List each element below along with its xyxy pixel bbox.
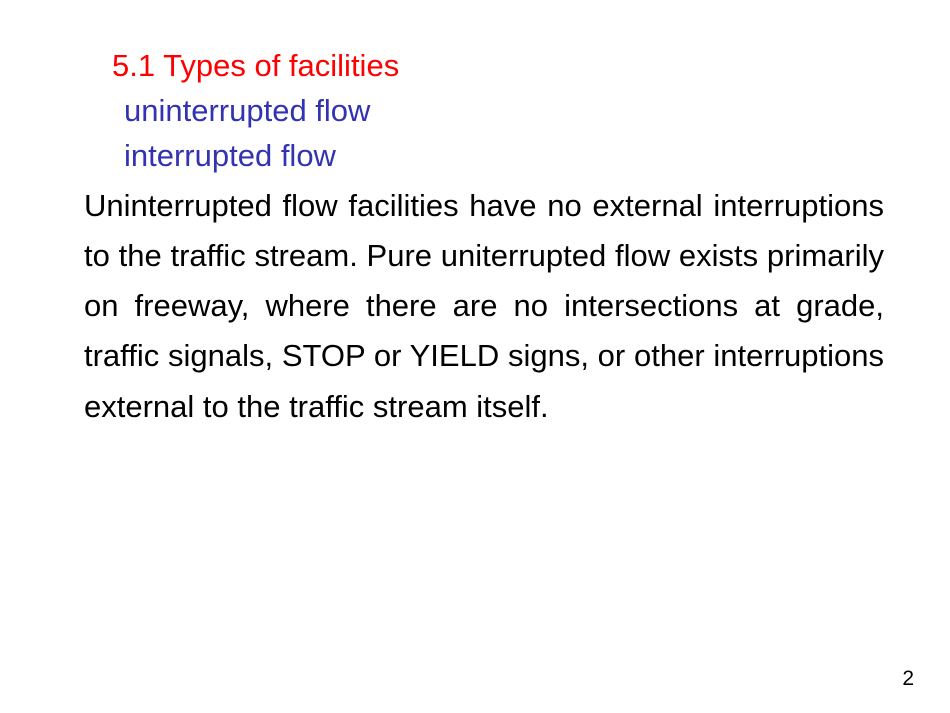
body-paragraph: Uninterrupted flow facilities have no ex… (84, 181, 884, 432)
slide-content: 5.1 Types of facilities uninterrupted fl… (84, 44, 884, 432)
slide: 5.1 Types of facilities uninterrupted fl… (0, 0, 950, 713)
page-number: 2 (902, 667, 914, 691)
sub-item-interrupted: interrupted flow (84, 134, 884, 179)
sub-item-uninterrupted: uninterrupted flow (84, 89, 884, 134)
section-heading: 5.1 Types of facilities (84, 44, 884, 89)
